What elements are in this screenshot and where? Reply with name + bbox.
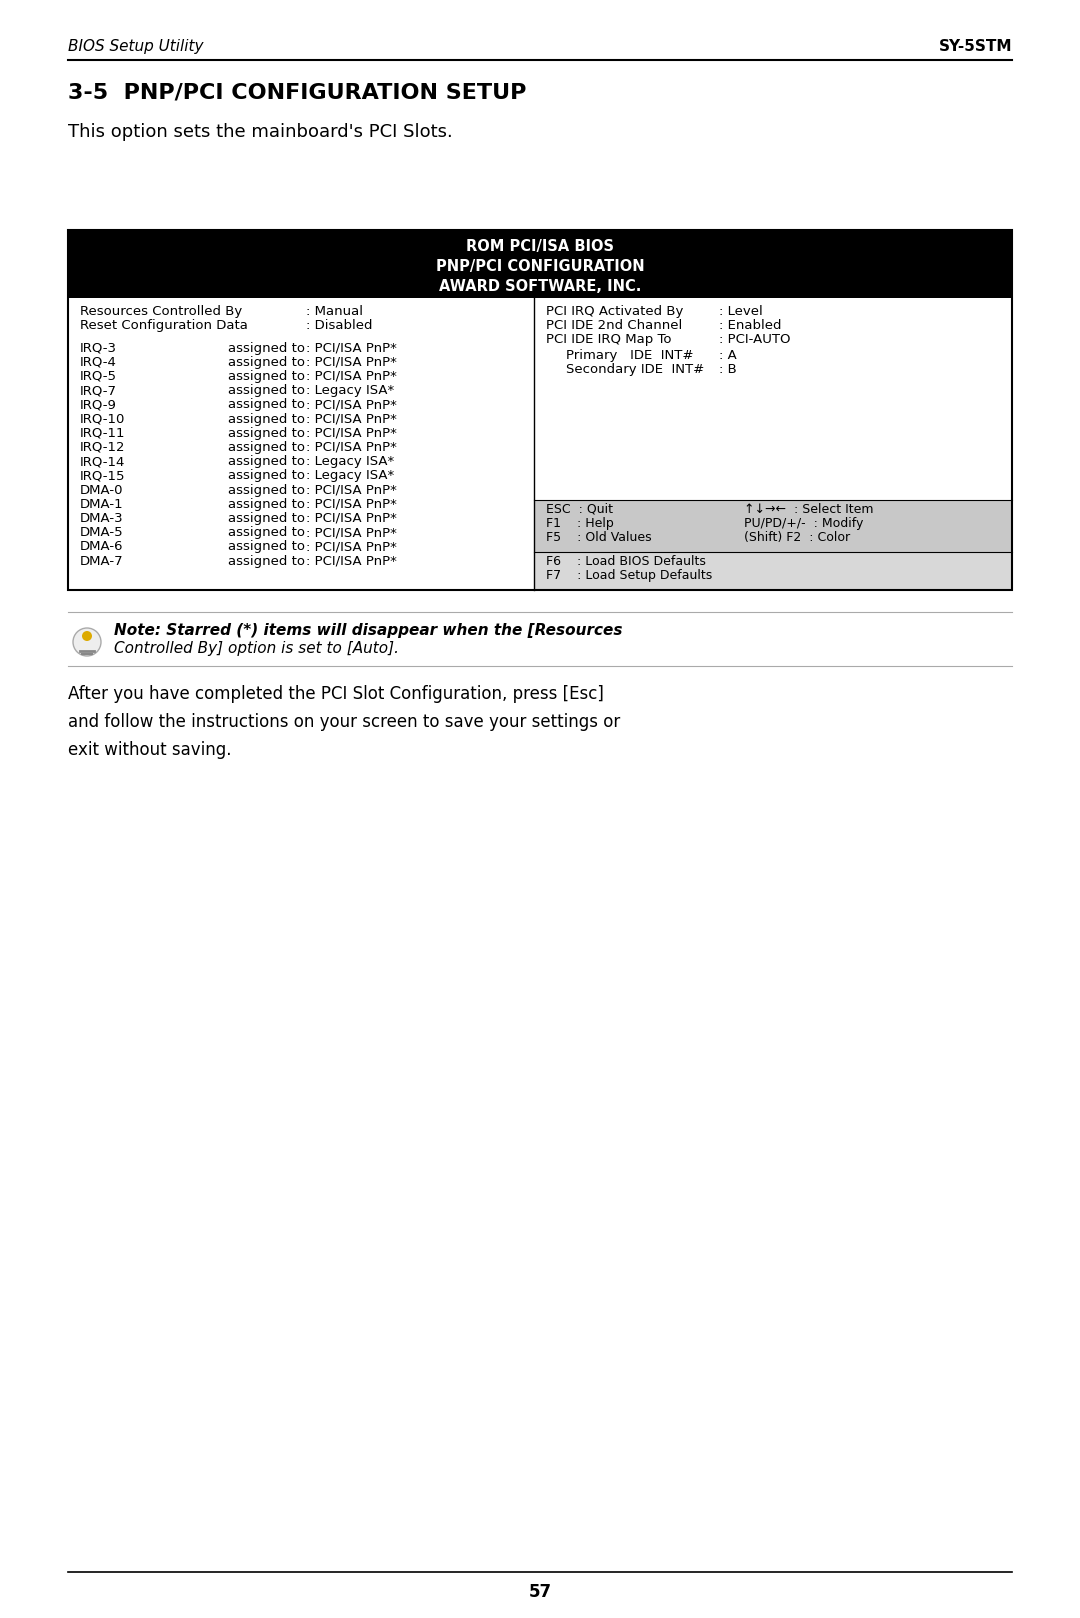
Text: IRQ-15: IRQ-15 — [80, 469, 125, 482]
Text: F7    : Load Setup Defaults: F7 : Load Setup Defaults — [546, 568, 712, 581]
Circle shape — [73, 628, 102, 655]
Bar — [68, 230, 1012, 591]
Bar — [68, 298, 1012, 591]
Text: F6    : Load BIOS Defaults: F6 : Load BIOS Defaults — [546, 555, 706, 568]
Text: assigned to: assigned to — [228, 455, 305, 468]
Text: : PCI/ISA PnP*: : PCI/ISA PnP* — [306, 498, 396, 511]
Text: assigned to: assigned to — [228, 469, 305, 482]
Text: IRQ-12: IRQ-12 — [80, 440, 125, 455]
Bar — [535, 552, 1012, 591]
Text: After you have completed the PCI Slot Configuration, press [Esc]: After you have completed the PCI Slot Co… — [68, 684, 604, 702]
Text: Secondary IDE  INT#: Secondary IDE INT# — [566, 362, 704, 375]
Text: assigned to: assigned to — [228, 498, 305, 511]
Text: assigned to: assigned to — [228, 440, 305, 455]
Text: 3-5  PNP/PCI CONFIGURATION SETUP: 3-5 PNP/PCI CONFIGURATION SETUP — [68, 83, 526, 102]
Text: assigned to: assigned to — [228, 526, 305, 539]
Text: DMA-7: DMA-7 — [80, 555, 123, 568]
Text: : PCI/ISA PnP*: : PCI/ISA PnP* — [306, 413, 396, 426]
Text: assigned to: assigned to — [228, 413, 305, 426]
Text: : Legacy ISA*: : Legacy ISA* — [306, 455, 394, 468]
Text: : A: : A — [719, 348, 737, 361]
Text: : PCI/ISA PnP*: : PCI/ISA PnP* — [306, 398, 396, 411]
Text: : PCI/ISA PnP*: : PCI/ISA PnP* — [306, 371, 396, 383]
Text: assigned to: assigned to — [228, 371, 305, 383]
Text: IRQ-4: IRQ-4 — [80, 356, 117, 369]
Text: IRQ-9: IRQ-9 — [80, 398, 117, 411]
Text: DMA-3: DMA-3 — [80, 511, 123, 524]
Text: PCI IDE 2nd Channel: PCI IDE 2nd Channel — [546, 319, 683, 332]
Text: DMA-5: DMA-5 — [80, 526, 123, 539]
Text: Controlled By] option is set to [Auto].: Controlled By] option is set to [Auto]. — [114, 641, 399, 655]
Text: PU/PD/+/-  : Modify: PU/PD/+/- : Modify — [744, 516, 863, 529]
Text: : PCI/ISA PnP*: : PCI/ISA PnP* — [306, 341, 396, 354]
Text: IRQ-14: IRQ-14 — [80, 455, 125, 468]
Text: exit without saving.: exit without saving. — [68, 741, 231, 759]
Text: assigned to: assigned to — [228, 484, 305, 497]
Text: : B: : B — [719, 362, 737, 375]
Text: DMA-6: DMA-6 — [80, 540, 123, 553]
Text: : Disabled: : Disabled — [306, 319, 373, 332]
Text: : Enabled: : Enabled — [719, 319, 782, 332]
Text: : Level: : Level — [719, 304, 762, 317]
Text: assigned to: assigned to — [228, 383, 305, 396]
Text: ESC  : Quit: ESC : Quit — [546, 503, 613, 516]
Text: : PCI/ISA PnP*: : PCI/ISA PnP* — [306, 526, 396, 539]
Text: assigned to: assigned to — [228, 341, 305, 354]
Text: assigned to: assigned to — [228, 540, 305, 553]
Text: BIOS Setup Utility: BIOS Setup Utility — [68, 39, 203, 53]
Text: assigned to: assigned to — [228, 356, 305, 369]
Text: (Shift) F2  : Color: (Shift) F2 : Color — [744, 531, 850, 544]
Text: AWARD SOFTWARE, INC.: AWARD SOFTWARE, INC. — [438, 278, 642, 293]
Circle shape — [82, 631, 92, 641]
Text: assigned to: assigned to — [228, 555, 305, 568]
Bar — [68, 230, 1012, 298]
Text: IRQ-11: IRQ-11 — [80, 427, 125, 440]
Text: IRQ-3: IRQ-3 — [80, 341, 117, 354]
Text: F1    : Help: F1 : Help — [546, 516, 613, 529]
Text: Primary   IDE  INT#: Primary IDE INT# — [566, 348, 693, 361]
Text: PNP/PCI CONFIGURATION: PNP/PCI CONFIGURATION — [435, 259, 645, 273]
Bar — [535, 500, 1012, 552]
Text: ↑↓→←  : Select Item: ↑↓→← : Select Item — [744, 503, 874, 516]
Text: : Legacy ISA*: : Legacy ISA* — [306, 469, 394, 482]
Text: : PCI/ISA PnP*: : PCI/ISA PnP* — [306, 540, 396, 553]
Text: : Manual: : Manual — [306, 304, 363, 317]
Text: assigned to: assigned to — [228, 427, 305, 440]
Text: : PCI-AUTO: : PCI-AUTO — [719, 333, 791, 346]
Text: Note: Starred (*) items will disappear when the [Resources: Note: Starred (*) items will disappear w… — [114, 623, 622, 637]
Text: assigned to: assigned to — [228, 398, 305, 411]
Text: IRQ-10: IRQ-10 — [80, 413, 125, 426]
Text: Resources Controlled By: Resources Controlled By — [80, 304, 242, 317]
Text: : PCI/ISA PnP*: : PCI/ISA PnP* — [306, 555, 396, 568]
Text: This option sets the mainboard's PCI Slots.: This option sets the mainboard's PCI Slo… — [68, 123, 453, 141]
Text: DMA-1: DMA-1 — [80, 498, 123, 511]
Text: : Legacy ISA*: : Legacy ISA* — [306, 383, 394, 396]
Text: IRQ-7: IRQ-7 — [80, 383, 117, 396]
Text: : PCI/ISA PnP*: : PCI/ISA PnP* — [306, 511, 396, 524]
Text: and follow the instructions on your screen to save your settings or: and follow the instructions on your scre… — [68, 714, 620, 731]
Text: DMA-0: DMA-0 — [80, 484, 123, 497]
Text: IRQ-5: IRQ-5 — [80, 371, 117, 383]
Text: : PCI/ISA PnP*: : PCI/ISA PnP* — [306, 484, 396, 497]
Text: assigned to: assigned to — [228, 511, 305, 524]
Text: F5    : Old Values: F5 : Old Values — [546, 531, 651, 544]
Text: ROM PCI/ISA BIOS: ROM PCI/ISA BIOS — [465, 238, 615, 254]
Text: : PCI/ISA PnP*: : PCI/ISA PnP* — [306, 356, 396, 369]
Text: PCI IDE IRQ Map To: PCI IDE IRQ Map To — [546, 333, 672, 346]
Text: : PCI/ISA PnP*: : PCI/ISA PnP* — [306, 440, 396, 455]
Text: Reset Configuration Data: Reset Configuration Data — [80, 319, 248, 332]
Text: PCI IRQ Activated By: PCI IRQ Activated By — [546, 304, 684, 317]
Text: : PCI/ISA PnP*: : PCI/ISA PnP* — [306, 427, 396, 440]
Text: SY-5STM: SY-5STM — [939, 39, 1012, 53]
Text: 57: 57 — [528, 1582, 552, 1600]
